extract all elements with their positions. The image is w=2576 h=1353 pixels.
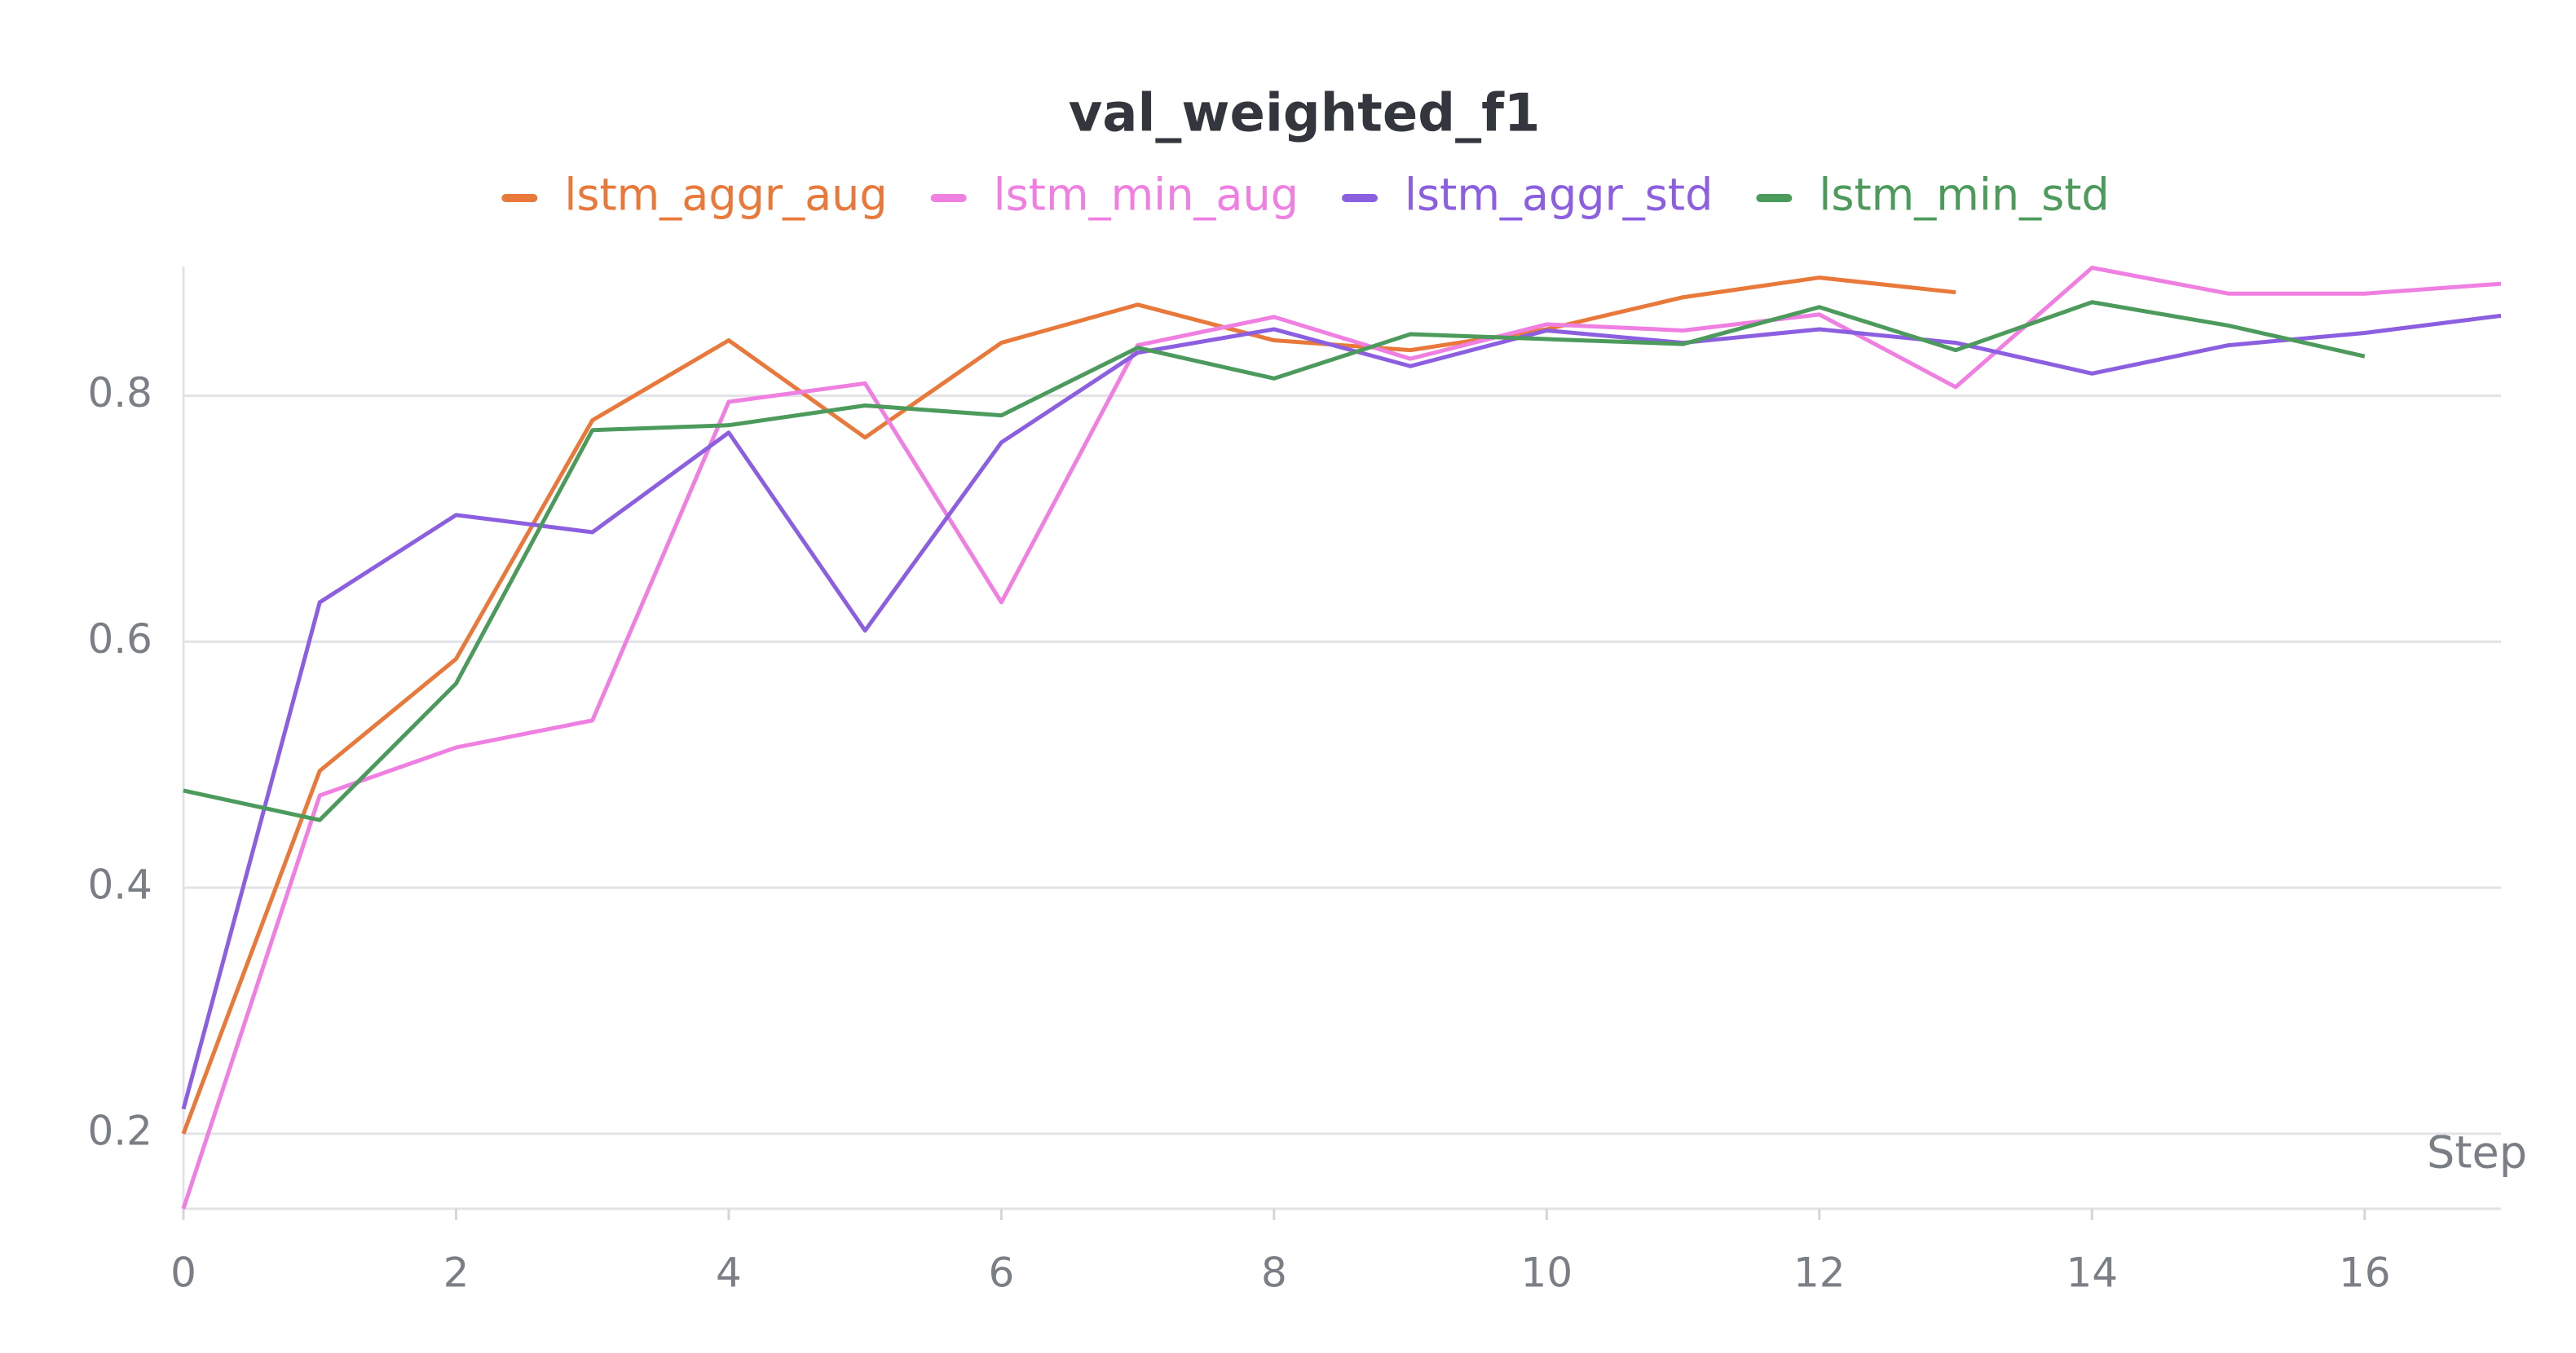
y-tick-label: 0.8 <box>87 369 152 416</box>
x-tick-label: 2 <box>443 1249 470 1297</box>
y-tick-label: 0.2 <box>87 1107 152 1154</box>
x-tick-label: 16 <box>2339 1249 2391 1297</box>
series-line <box>183 300 2366 822</box>
legend-label: lstm_aggr_aug <box>564 170 887 221</box>
series-line <box>181 266 2502 1210</box>
x-tick-label: 4 <box>716 1249 742 1297</box>
y-tick-label: 0.4 <box>87 862 152 909</box>
x-tick-label: 6 <box>989 1249 1015 1297</box>
chart-title: val_weighted_f1 <box>1069 84 1541 144</box>
x-tick-label: 14 <box>2066 1249 2118 1297</box>
x-axis-label: Step <box>2427 1127 2527 1179</box>
x-tick-label: 8 <box>1261 1249 1287 1297</box>
legend-label: lstm_min_std <box>1819 170 2109 221</box>
x-tick-label: 12 <box>1793 1249 1846 1297</box>
x-tick-label: 10 <box>1521 1249 1573 1297</box>
series-line <box>181 313 2502 1110</box>
y-tick-label: 0.6 <box>87 615 152 663</box>
legend-label: lstm_min_aug <box>994 170 1299 221</box>
legend-label: lstm_aggr_std <box>1405 170 1713 221</box>
x-tick-label: 0 <box>170 1249 196 1297</box>
series-line <box>181 275 1956 1135</box>
